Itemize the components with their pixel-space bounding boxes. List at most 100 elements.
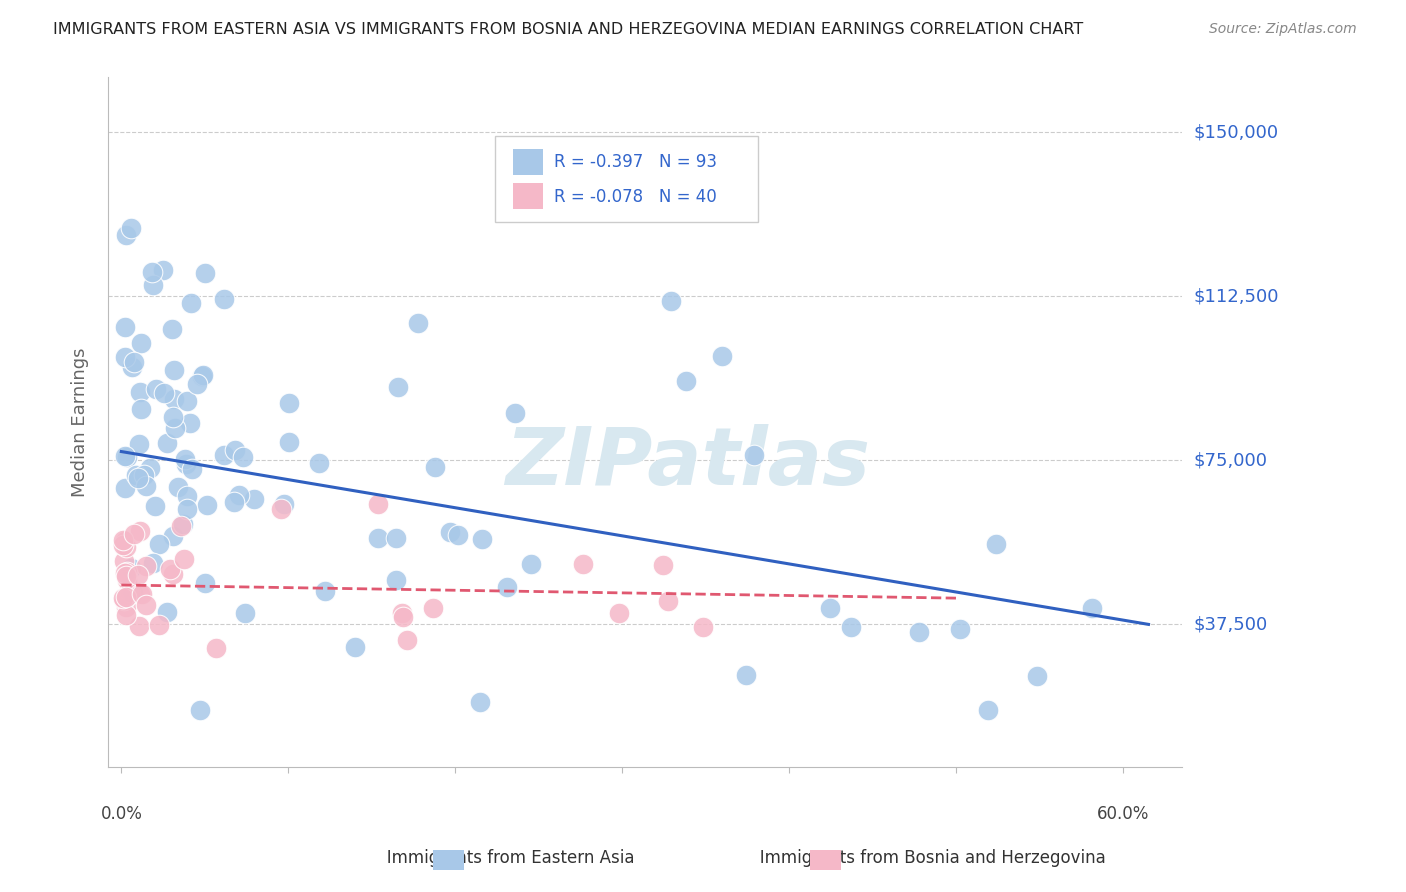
- Point: [135, 599, 157, 613]
- Point: [228, 488, 250, 502]
- Point: [115, 228, 138, 243]
- Point: [152, 263, 174, 277]
- Point: [839, 620, 862, 634]
- Point: [607, 606, 630, 620]
- Point: [135, 558, 157, 573]
- Point: [186, 376, 208, 391]
- Point: [141, 265, 163, 279]
- FancyBboxPatch shape: [495, 136, 758, 222]
- Point: [120, 221, 142, 235]
- Point: [314, 584, 336, 599]
- Point: [145, 382, 167, 396]
- Point: [111, 533, 134, 548]
- Point: [127, 568, 149, 582]
- Text: IMMIGRANTS FROM EASTERN ASIA VS IMMIGRANTS FROM BOSNIA AND HERZEGOVINA MEDIAN EA: IMMIGRANTS FROM EASTERN ASIA VS IMMIGRAN…: [53, 22, 1084, 37]
- Point: [114, 590, 136, 604]
- Point: [977, 703, 1000, 717]
- FancyBboxPatch shape: [513, 149, 543, 175]
- Point: [194, 575, 217, 590]
- Point: [162, 409, 184, 424]
- Point: [114, 566, 136, 580]
- Point: [212, 292, 235, 306]
- Point: [139, 461, 162, 475]
- Point: [172, 516, 194, 531]
- Point: [142, 556, 165, 570]
- Point: [367, 497, 389, 511]
- Point: [908, 625, 931, 640]
- Text: $37,500: $37,500: [1194, 615, 1267, 633]
- Point: [121, 359, 143, 374]
- Point: [112, 593, 135, 607]
- Point: [128, 524, 150, 538]
- Point: [111, 591, 134, 606]
- Text: Immigrants from Eastern Asia: Immigrants from Eastern Asia: [350, 849, 634, 867]
- Point: [112, 554, 135, 568]
- FancyBboxPatch shape: [513, 183, 543, 210]
- Point: [270, 502, 292, 516]
- Point: [659, 294, 682, 309]
- Point: [176, 393, 198, 408]
- Point: [115, 599, 138, 614]
- Point: [367, 532, 389, 546]
- Point: [163, 421, 186, 435]
- Point: [195, 498, 218, 512]
- Point: [142, 278, 165, 293]
- Point: [127, 471, 149, 485]
- Point: [128, 618, 150, 632]
- Point: [132, 467, 155, 482]
- Y-axis label: Median Earnings: Median Earnings: [72, 347, 89, 497]
- Point: [273, 497, 295, 511]
- Point: [520, 558, 543, 572]
- Text: $150,000: $150,000: [1194, 123, 1278, 141]
- Point: [128, 587, 150, 601]
- Text: $112,500: $112,500: [1194, 287, 1278, 305]
- Point: [114, 449, 136, 463]
- Point: [675, 374, 697, 388]
- Point: [710, 349, 733, 363]
- Point: [156, 436, 179, 450]
- Point: [734, 668, 756, 682]
- Point: [391, 606, 413, 620]
- Point: [439, 525, 461, 540]
- Point: [112, 538, 135, 552]
- Point: [114, 320, 136, 334]
- Point: [117, 566, 139, 580]
- Point: [496, 580, 519, 594]
- Point: [121, 586, 143, 600]
- Point: [152, 385, 174, 400]
- Point: [214, 448, 236, 462]
- Point: [188, 703, 211, 717]
- Point: [131, 402, 153, 417]
- Point: [471, 532, 494, 546]
- Point: [131, 587, 153, 601]
- Point: [135, 479, 157, 493]
- Point: [224, 495, 246, 509]
- Point: [160, 322, 183, 336]
- Point: [503, 406, 526, 420]
- Point: [173, 552, 195, 566]
- Point: [392, 610, 415, 624]
- Point: [692, 620, 714, 634]
- Point: [1026, 669, 1049, 683]
- Point: [159, 561, 181, 575]
- Point: [387, 380, 409, 394]
- Point: [232, 450, 254, 464]
- Text: ZIPatlas: ZIPatlas: [505, 425, 870, 502]
- Point: [176, 502, 198, 516]
- Point: [651, 558, 673, 572]
- Point: [191, 368, 214, 383]
- Point: [122, 354, 145, 368]
- Point: [181, 461, 204, 475]
- Point: [406, 316, 429, 330]
- Point: [114, 568, 136, 582]
- Point: [395, 632, 418, 647]
- Point: [114, 608, 136, 623]
- Point: [984, 536, 1007, 550]
- Text: 0.0%: 0.0%: [100, 805, 142, 823]
- Point: [384, 573, 406, 587]
- Point: [422, 601, 444, 615]
- Point: [176, 490, 198, 504]
- Point: [820, 600, 842, 615]
- Point: [148, 617, 170, 632]
- Point: [120, 585, 142, 599]
